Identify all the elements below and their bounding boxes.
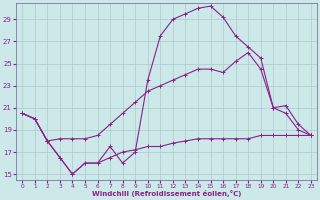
X-axis label: Windchill (Refroidissement éolien,°C): Windchill (Refroidissement éolien,°C) <box>92 190 241 197</box>
